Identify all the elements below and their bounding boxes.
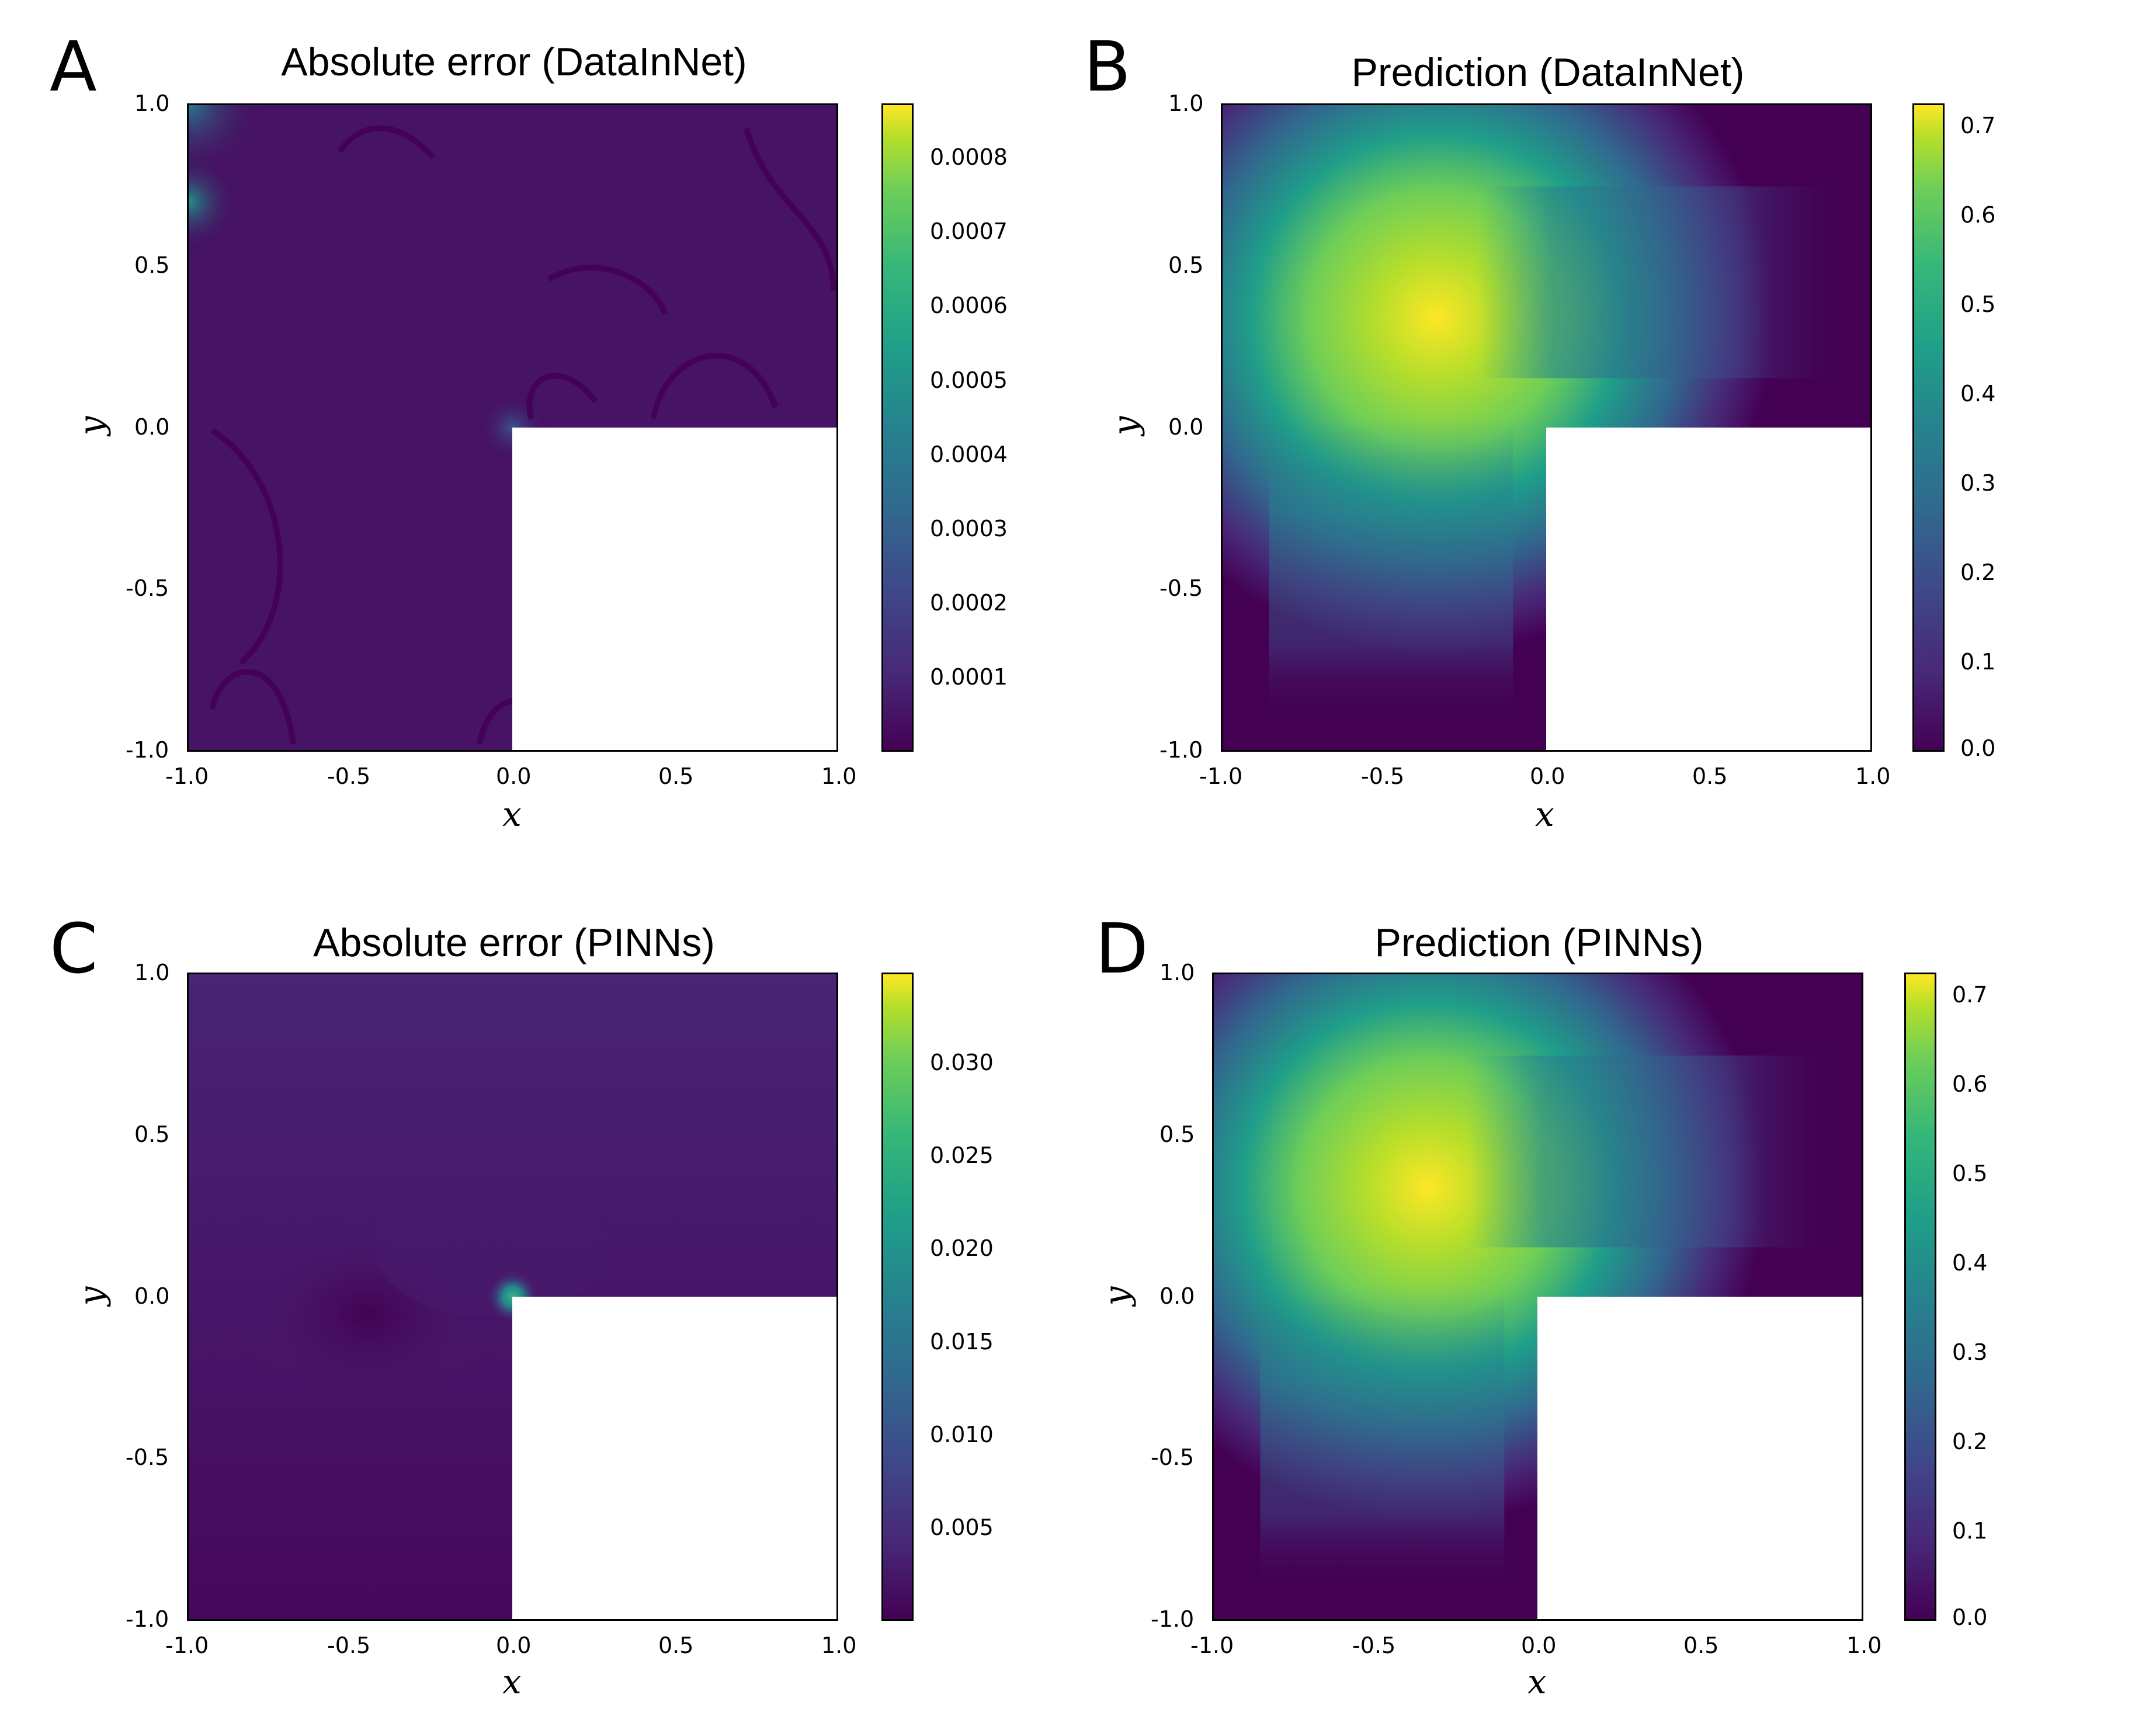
y-tick: 0.0	[1168, 414, 1204, 440]
colorbar-tick: 0.010	[930, 1422, 994, 1447]
heatmap-field	[189, 974, 836, 1619]
colorbar-tick: 0.0006	[930, 293, 1008, 318]
colorbar-tick: 0.0001	[930, 664, 1008, 690]
colorbar	[881, 973, 914, 1621]
x-axis-label: x	[502, 794, 522, 834]
x-tick: 1.0	[821, 1633, 857, 1658]
heatmap-field	[1223, 105, 1870, 750]
y-tick: -0.5	[126, 575, 169, 601]
y-tick: -1.0	[1159, 737, 1203, 763]
x-tick: 0.0	[1521, 1633, 1557, 1658]
x-axis-label: x	[502, 1662, 522, 1701]
y-tick: -0.5	[1159, 575, 1203, 601]
x-tick: -0.5	[1352, 1633, 1396, 1658]
heatmap-plot	[1212, 973, 1863, 1621]
y-tick: 0.0	[134, 1283, 170, 1309]
colorbar-tick: 0.0	[1960, 735, 1996, 761]
x-tick: 0.0	[496, 1633, 532, 1658]
x-tick: -1.0	[1199, 763, 1243, 789]
y-tick: 1.0	[134, 960, 170, 985]
colorbar-tick: 0.3	[1952, 1339, 1988, 1365]
y-tick: 1.0	[1168, 91, 1204, 116]
x-tick: -1.0	[1190, 1633, 1234, 1658]
panel-letter: D	[1095, 908, 1148, 989]
colorbar-tick: 0.0004	[930, 442, 1008, 467]
colorbar-tick: 0.7	[1960, 113, 1996, 138]
x-tick: -0.5	[327, 1633, 371, 1658]
colorbar-tick: 0.7	[1952, 982, 1988, 1008]
colorbar-tick: 0.020	[930, 1235, 994, 1261]
colorbar-tick: 0.5	[1952, 1161, 1988, 1186]
chart-title: Absolute error (PINNs)	[313, 921, 715, 965]
x-tick: -1.0	[165, 1633, 209, 1658]
x-axis-label: x	[1535, 794, 1554, 834]
y-tick: -1.0	[126, 1606, 169, 1632]
chart-title: Absolute error (DataInNet)	[281, 40, 747, 84]
colorbar	[881, 103, 914, 752]
colorbar-tick: 0.005	[930, 1515, 994, 1540]
y-tick: 0.5	[1168, 252, 1204, 278]
y-tick: 1.0	[134, 91, 170, 116]
colorbar-tick: 0.4	[1960, 381, 1996, 407]
heatmap-plot	[187, 973, 838, 1621]
colorbar-tick: 0.5	[1960, 291, 1996, 317]
colorbar-tick: 0.0005	[930, 367, 1008, 393]
colorbar-tick: 0.0	[1952, 1605, 1988, 1630]
colorbar-tick: 0.1	[1960, 649, 1996, 675]
x-tick: 0.0	[496, 763, 532, 789]
x-tick: 1.0	[1855, 763, 1891, 789]
y-axis-label: y	[71, 1286, 112, 1306]
colorbar-tick: 0.025	[930, 1143, 994, 1168]
colorbar-tick: 0.6	[1952, 1071, 1988, 1097]
y-tick: -0.5	[126, 1444, 169, 1470]
y-tick: 1.0	[1159, 960, 1195, 985]
colorbar-tick: 0.0007	[930, 218, 1008, 244]
heatmap-field	[189, 105, 836, 750]
colorbar-tick: 0.4	[1952, 1250, 1988, 1276]
colorbar-tick: 0.6	[1960, 202, 1996, 228]
x-tick: 1.0	[821, 763, 857, 789]
y-tick: -1.0	[126, 737, 169, 763]
colorbar-tick: 0.015	[930, 1329, 994, 1355]
panel-letter: C	[50, 908, 98, 989]
x-tick: -0.5	[327, 763, 371, 789]
colorbar-tick: 0.2	[1960, 560, 1996, 585]
y-axis-label: y	[1105, 416, 1145, 436]
panel-letter: A	[50, 26, 97, 107]
y-tick: 0.0	[134, 414, 170, 440]
x-tick: 0.0	[1530, 763, 1565, 789]
y-axis-label: y	[71, 416, 112, 436]
y-tick: 0.5	[1159, 1121, 1195, 1147]
y-tick: 0.0	[1159, 1283, 1195, 1309]
y-tick: 0.5	[134, 1121, 170, 1147]
heatmap-plot	[1221, 103, 1872, 752]
y-tick: -0.5	[1151, 1444, 1195, 1470]
colorbar-tick: 0.1	[1952, 1518, 1988, 1544]
x-tick: -1.0	[165, 763, 209, 789]
chart-title: Prediction (DataInNet)	[1351, 50, 1745, 95]
heatmap-plot	[187, 103, 838, 752]
chart-title: Prediction (PINNs)	[1374, 921, 1704, 965]
colorbar-tick: 0.2	[1952, 1429, 1988, 1454]
panel-letter: B	[1084, 26, 1131, 107]
x-tick: 0.5	[1683, 1633, 1719, 1658]
colorbar-tick: 0.0002	[930, 590, 1008, 616]
colorbar	[1904, 973, 1936, 1621]
heatmap-field	[1214, 974, 1862, 1619]
x-tick: 0.5	[658, 763, 694, 789]
x-tick: 0.5	[1692, 763, 1728, 789]
colorbar	[1912, 103, 1945, 752]
colorbar-tick: 0.3	[1960, 470, 1996, 496]
colorbar-tick: 0.030	[930, 1050, 994, 1075]
colorbar-tick: 0.0003	[930, 516, 1008, 541]
x-tick: 0.5	[658, 1633, 694, 1658]
x-axis-label: x	[1527, 1662, 1547, 1701]
x-tick: 1.0	[1846, 1633, 1882, 1658]
y-tick: -1.0	[1151, 1606, 1195, 1632]
x-tick: -0.5	[1361, 763, 1405, 789]
y-axis-label: y	[1096, 1286, 1137, 1306]
y-tick: 0.5	[134, 252, 170, 278]
colorbar-tick: 0.0008	[930, 144, 1008, 170]
